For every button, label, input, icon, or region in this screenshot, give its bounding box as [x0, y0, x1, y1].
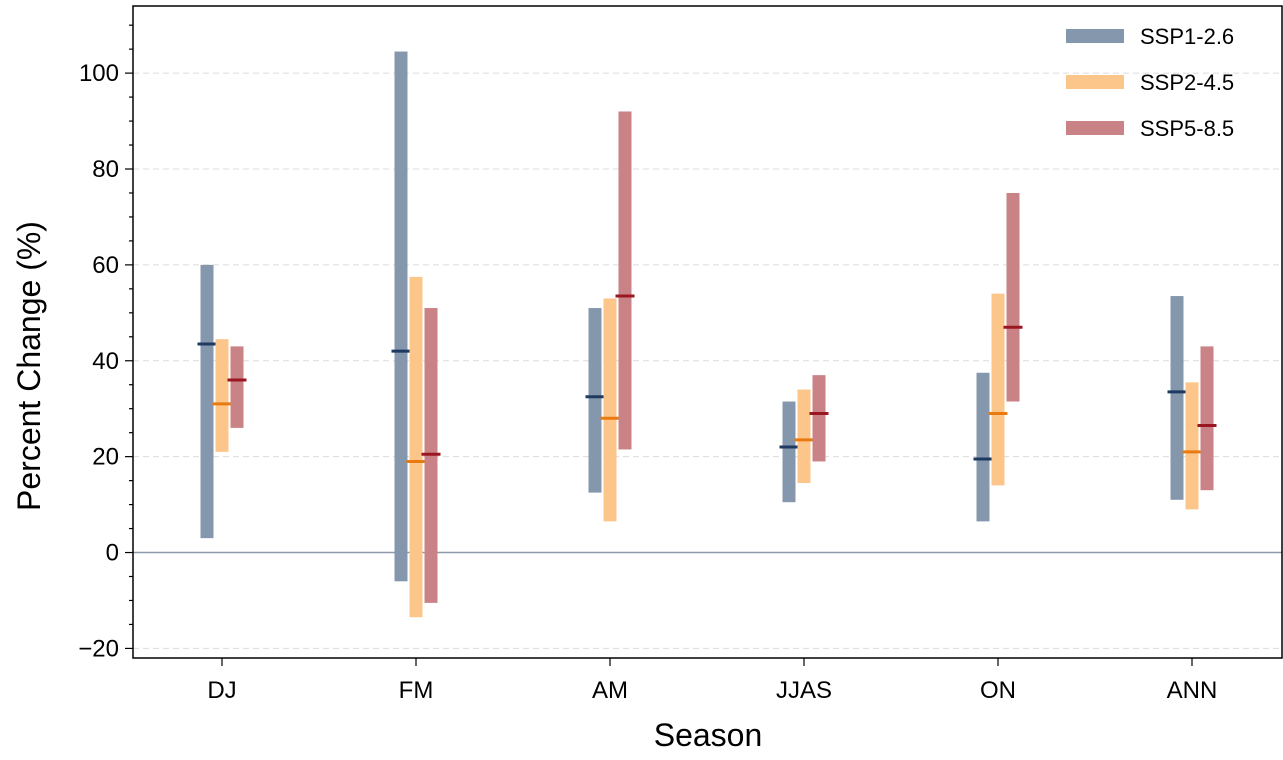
x-tick-label: ON: [980, 677, 1016, 704]
grid-layer: [133, 72, 1282, 649]
x-tick-label: DJ: [207, 677, 236, 704]
axes-layer: −20 0 20 40 60 80 100 DJ FM AM JJAS ON ANN: [78, 5, 1283, 704]
legend-label: SSP2-4.5: [1140, 70, 1234, 95]
y-axis-title: Percent Change (%): [11, 221, 47, 511]
range-bar: [782, 401, 796, 503]
legend: SSP1-2.6 SSP2-4.5 SSP5-8.5: [1066, 24, 1234, 141]
plot-frame: [132, 5, 1283, 659]
y-tick-label: 40: [92, 348, 119, 375]
range-bar: [215, 339, 229, 452]
y-tick-label: 80: [92, 156, 119, 183]
x-tick-label: JJAS: [776, 677, 832, 704]
range-bar: [230, 346, 244, 428]
x-tick-label: ANN: [1167, 677, 1218, 704]
range-bar: [200, 264, 214, 539]
legend-swatch: [1066, 75, 1124, 89]
range-bar: [1200, 346, 1214, 491]
range-bar: [976, 372, 990, 522]
range-bar: [409, 276, 423, 618]
range-bar: [1170, 296, 1184, 500]
legend-swatch: [1066, 29, 1124, 43]
y-tick-label: 100: [79, 60, 119, 87]
range-bar: [1006, 192, 1020, 402]
x-axis-title: Season: [654, 717, 763, 753]
y-tick-label: 20: [92, 444, 119, 471]
bars-layer: [197, 51, 1217, 618]
x-tick-label: AM: [592, 677, 628, 704]
range-bar: [991, 293, 1005, 486]
range-bar: [603, 298, 617, 522]
range-bar: [618, 111, 632, 450]
legend-swatch: [1066, 121, 1124, 135]
legend-label: SSP1-2.6: [1140, 24, 1234, 49]
y-tick-label: 0: [106, 540, 119, 567]
range-bar: [588, 308, 602, 493]
range-bar: [394, 51, 408, 582]
range-bar: [1185, 382, 1199, 510]
range-bar: [797, 389, 811, 484]
legend-label: SSP5-8.5: [1140, 116, 1234, 141]
range-bar: [812, 375, 826, 462]
x-tick-label: FM: [399, 677, 434, 704]
y-tick-label: −20: [78, 635, 119, 662]
y-tick-label: 60: [92, 252, 119, 279]
